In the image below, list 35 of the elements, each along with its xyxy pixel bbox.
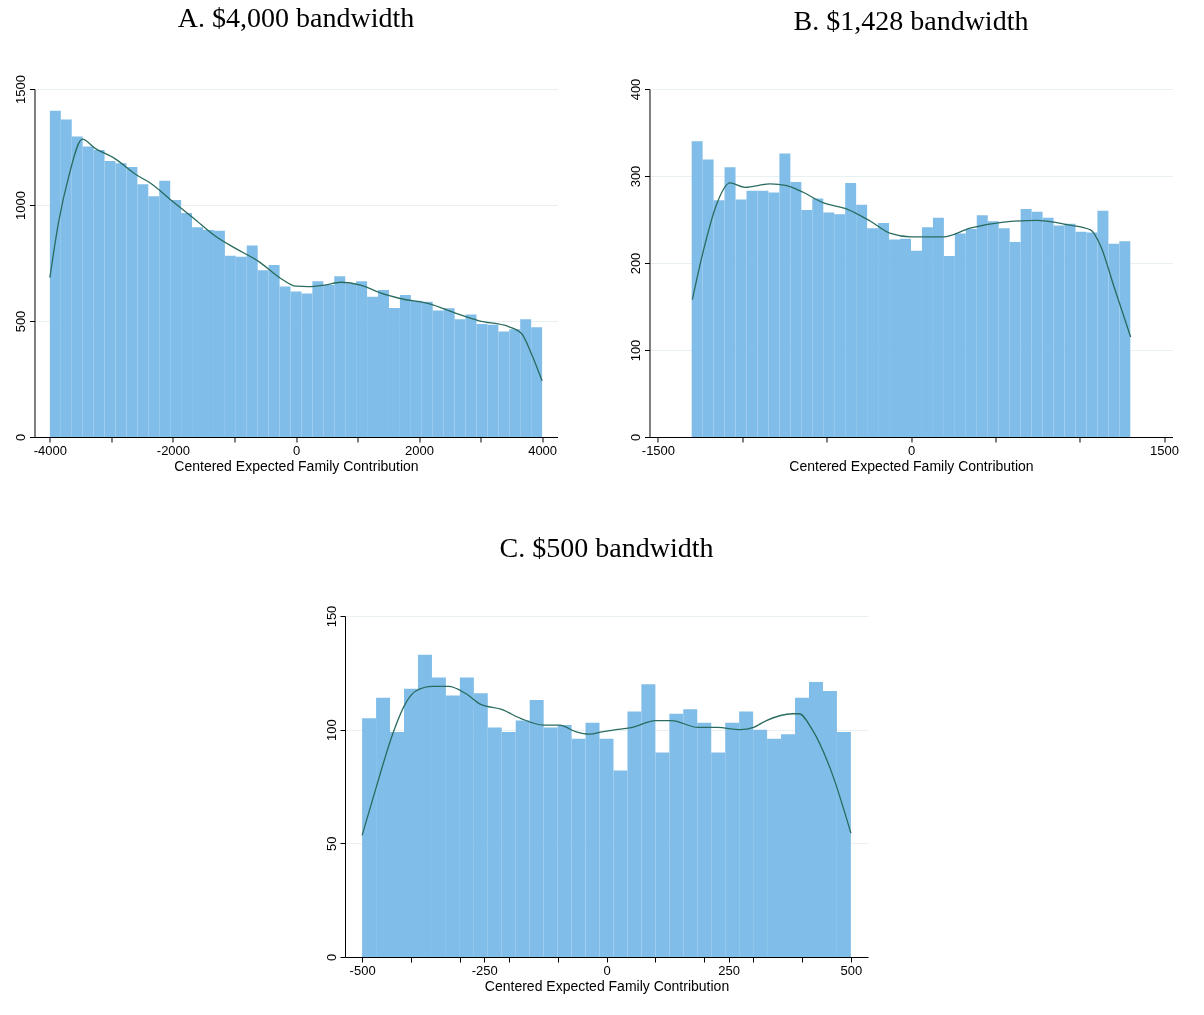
y-tick-label: 100 <box>627 339 643 362</box>
y-tick-label: 50 <box>323 836 339 852</box>
y-tick-label: 500 <box>12 310 28 333</box>
x-tick-label: 4000 <box>528 442 558 458</box>
chart-title: B. $1,428 bandwidth <box>793 5 1029 37</box>
x-axis-title: Centered Expected Family Contribution <box>789 457 1034 474</box>
y-tick-label: 0 <box>627 433 643 442</box>
line-series <box>691 182 1132 338</box>
x-tick-label: -2000 <box>156 442 191 458</box>
x-tick-label: 2000 <box>405 442 435 458</box>
x-tick-label: 500 <box>840 962 863 978</box>
y-tick-label: 1500 <box>12 75 28 104</box>
line-series <box>361 685 852 837</box>
x-axis-title: Centered Expected Family Contribution <box>174 457 419 474</box>
x-tick-label: 0 <box>292 442 301 458</box>
x-tick-label: 250 <box>718 962 741 978</box>
x-tick-label: -1500 <box>641 442 676 458</box>
x-tick-label: -4000 <box>33 442 67 458</box>
y-tick-label: 300 <box>627 165 643 188</box>
x-tick-label: 0 <box>603 962 611 978</box>
chart-title: C. $500 bandwidth <box>499 532 714 564</box>
x-tick-label: -250 <box>471 962 498 978</box>
chart-title: A. $4,000 bandwidth <box>177 1 415 33</box>
y-tick-label: 100 <box>323 719 339 742</box>
x-tick-label: -500 <box>349 962 376 978</box>
y-tick-label: 1000 <box>12 191 28 220</box>
x-axis-title: Centered Expected Family Contribution <box>484 977 730 994</box>
x-tick-label: 0 <box>907 442 916 458</box>
x-tick-label: 1500 <box>1150 442 1180 458</box>
y-tick-label: 0 <box>323 953 339 962</box>
y-tick-label: 150 <box>323 605 339 628</box>
y-tick-label: 200 <box>627 252 643 275</box>
line-series <box>49 138 543 382</box>
y-tick-label: 400 <box>627 78 643 101</box>
y-tick-label: 0 <box>12 433 28 442</box>
